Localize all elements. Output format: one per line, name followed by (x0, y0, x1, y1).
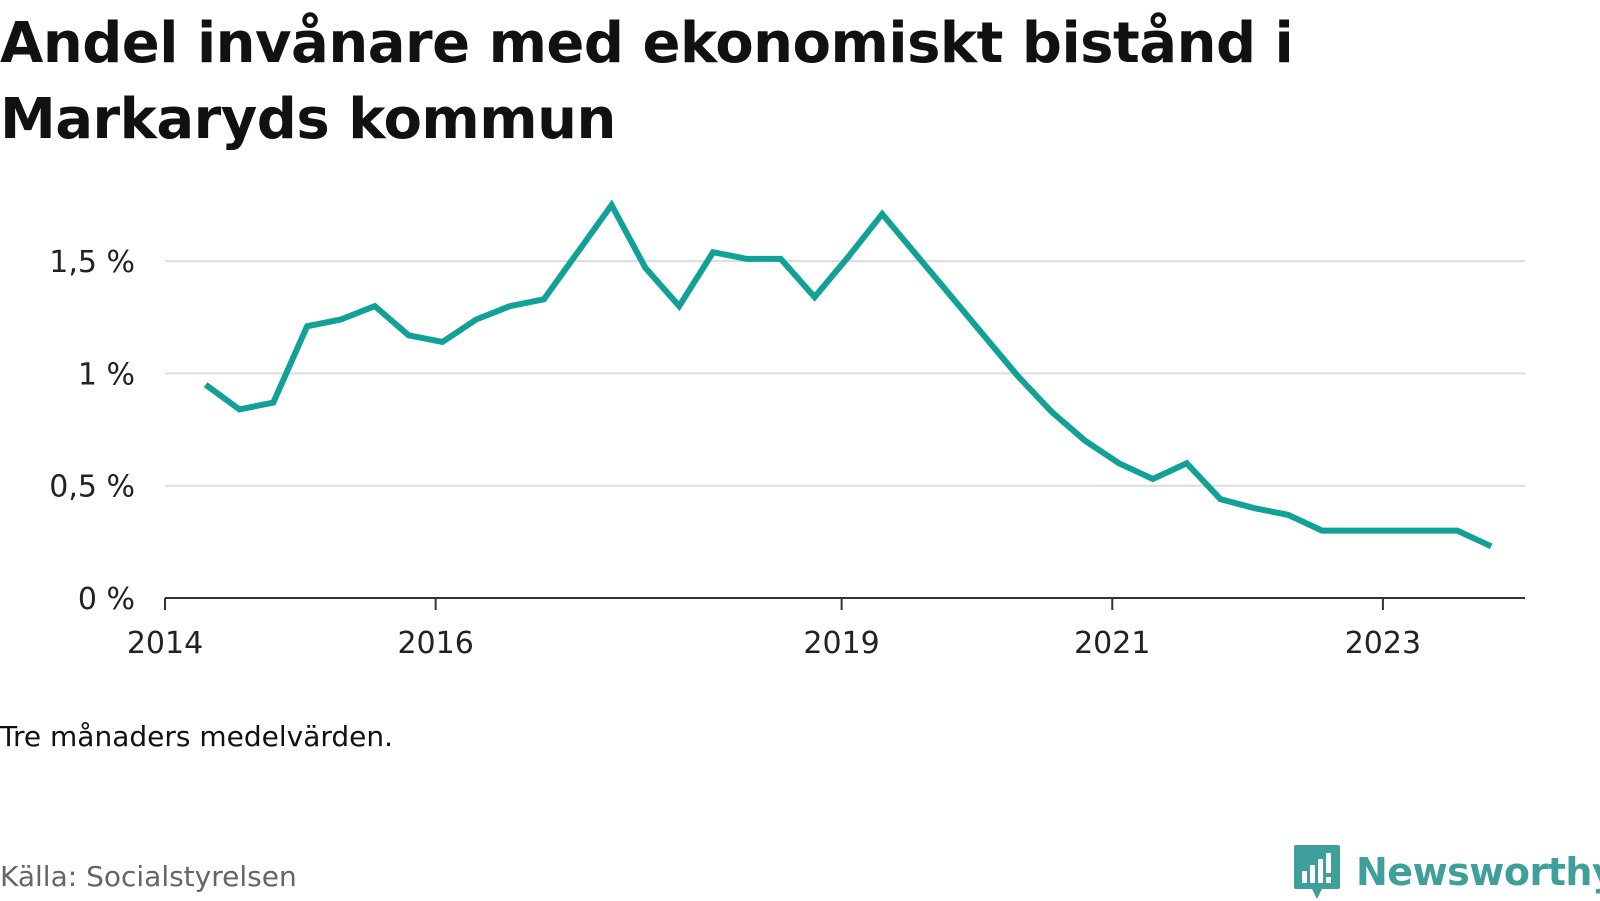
chart-note: Tre månaders medelvärden. (0, 720, 394, 753)
y-tick-label: 0,5 % (49, 470, 135, 505)
x-tick-labels: 2014 2016 2019 2021 2023 (127, 626, 1421, 661)
y-tick-label: 1,5 % (49, 245, 135, 280)
series-layer (203, 199, 1493, 550)
x-tick-label: 2014 (127, 626, 203, 661)
x-tick-label: 2019 (803, 626, 879, 661)
source-text: Källa: Socialstyrelsen (0, 860, 297, 893)
line-chart: 0 % 0,5 % 1 % 1,5 % 2014 2016 2019 2021 2023 (49, 199, 1525, 661)
y-tick-labels: 0 % 0,5 % 1 % 1,5 % (49, 245, 135, 617)
x-tick-label: 2021 (1074, 626, 1150, 661)
chart-title: Andel invånare med ekonomiskt bistånd i … (0, 11, 1294, 152)
series-line (203, 199, 1493, 550)
newsworthy-logo[interactable]: Newsworthy (1292, 843, 1600, 901)
y-tick-label: 0 % (78, 582, 135, 617)
brand-name: Newsworthy (1356, 850, 1600, 894)
x-tick-label: 2016 (397, 626, 473, 661)
newsworthy-logo-icon (1294, 845, 1340, 899)
grid-lines (165, 260, 1525, 487)
x-axis (164, 597, 1525, 610)
x-tick-label: 2023 (1345, 626, 1421, 661)
y-tick-label: 1 % (78, 357, 135, 392)
